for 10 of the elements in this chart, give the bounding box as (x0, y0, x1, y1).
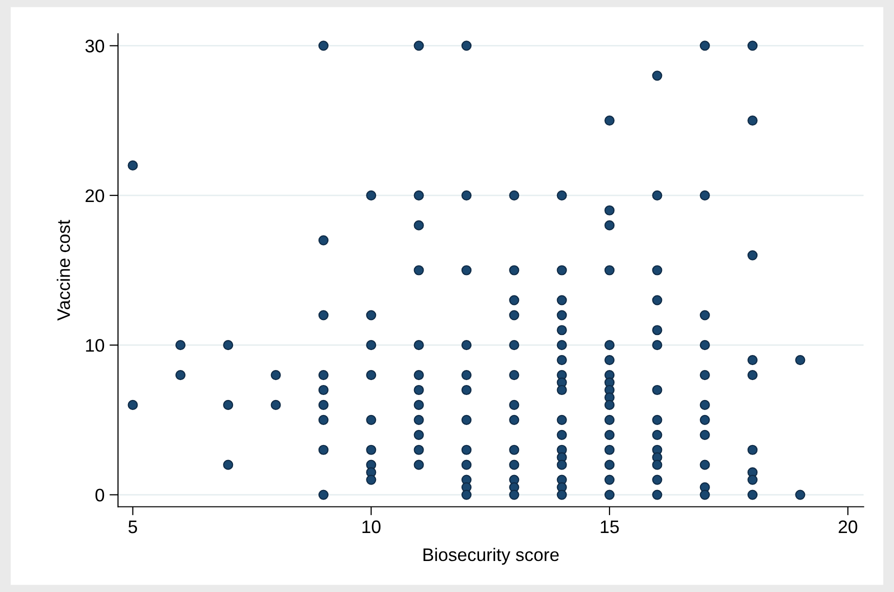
x-tick-label: 5 (128, 520, 138, 534)
y-tick-label: 0 (95, 488, 104, 502)
x-tick-label: 10 (362, 520, 380, 534)
y-axis-title: Vaccine cost (56, 220, 70, 321)
y-tick-label: 30 (85, 40, 104, 52)
x-axis-title: Biosecurity score (424, 548, 559, 565)
y-tick-label: 10 (86, 339, 104, 352)
x-tick-label: 20 (838, 520, 858, 534)
x-tick-label: 15 (600, 520, 619, 534)
y-tick-label: 20 (86, 189, 104, 202)
